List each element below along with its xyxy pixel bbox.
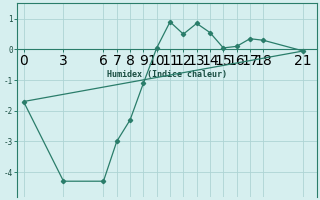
X-axis label: Humidex (Indice chaleur): Humidex (Indice chaleur) [107, 70, 227, 79]
